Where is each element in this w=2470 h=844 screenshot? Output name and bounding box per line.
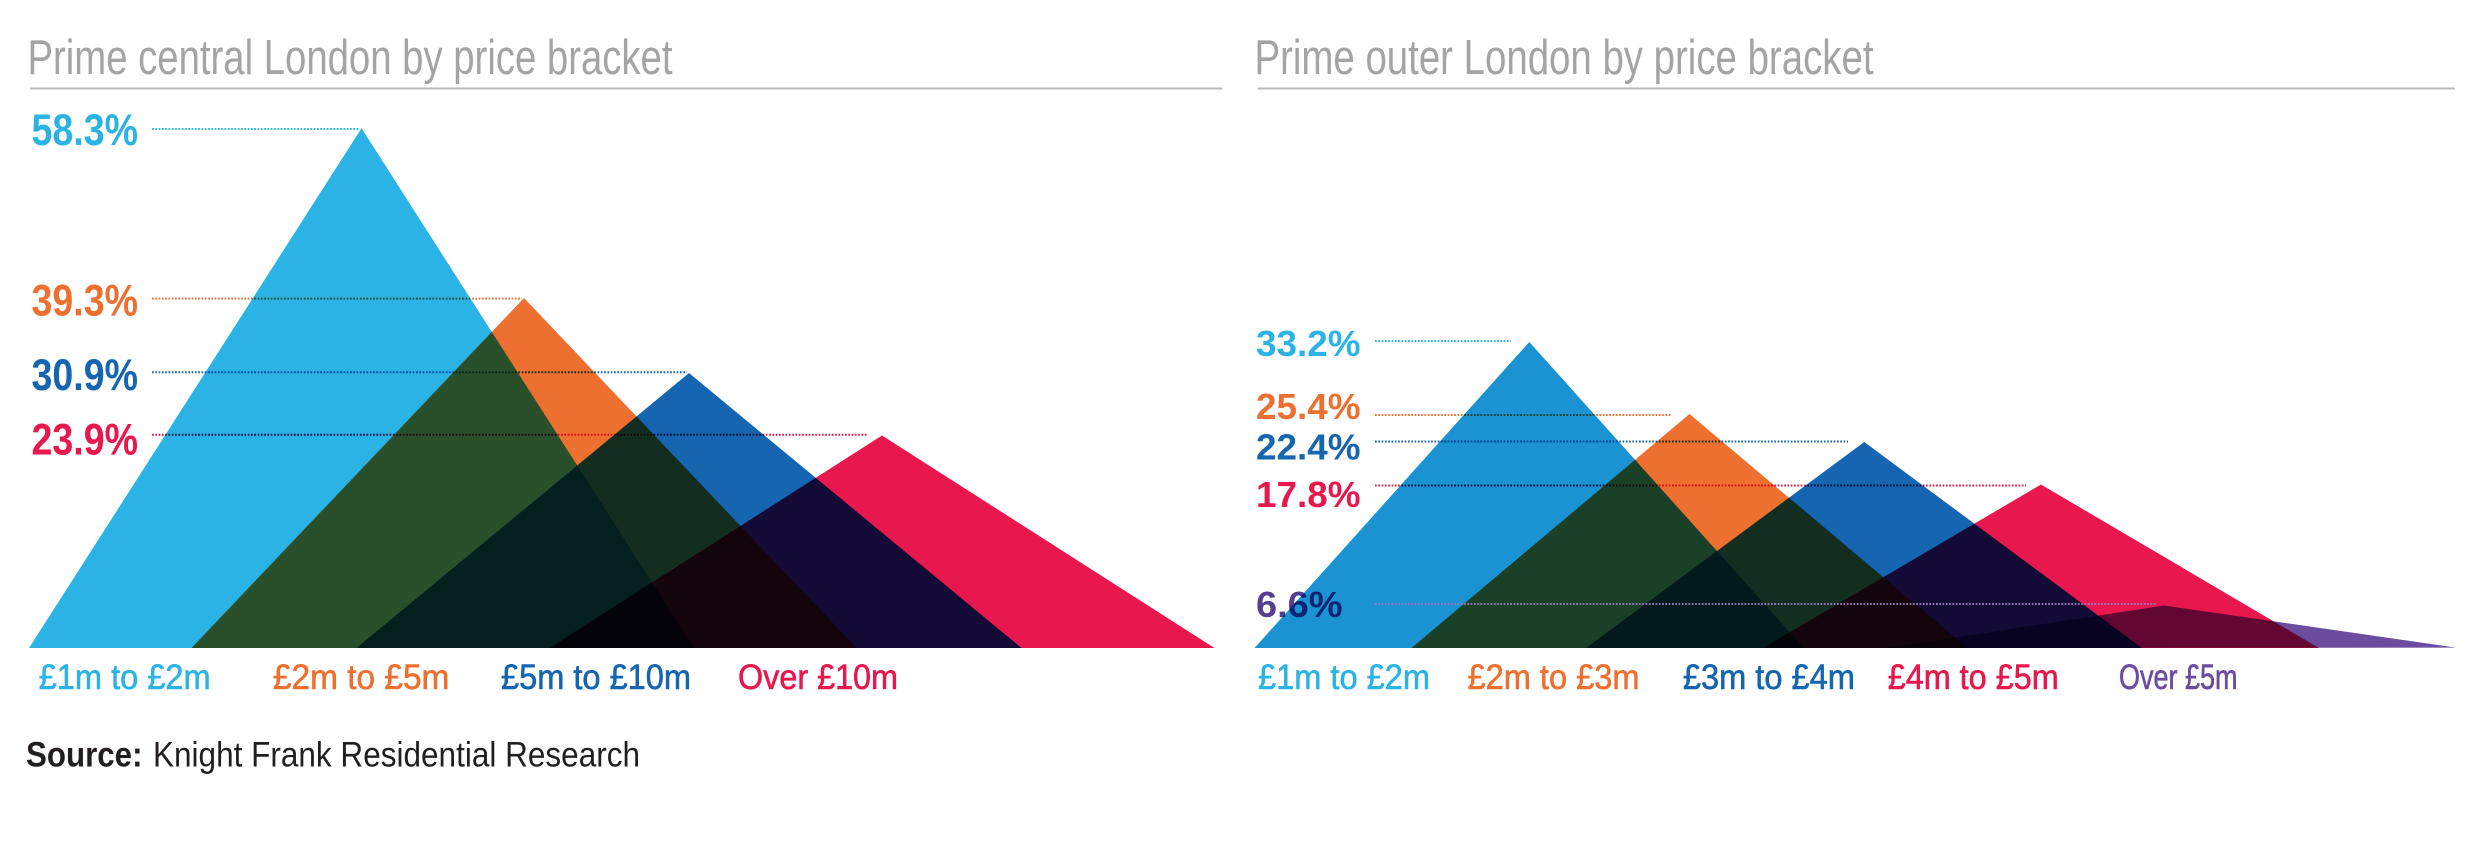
svg-text:22.4%: 22.4%: [1256, 427, 1361, 468]
svg-text:£2m to £3m: £2m to £3m: [1468, 658, 1640, 697]
svg-text:Source:: Source:: [26, 736, 143, 775]
svg-text:£5m to £10m: £5m to £10m: [501, 658, 691, 697]
svg-text:£4m to £5m: £4m to £5m: [1888, 658, 2059, 697]
svg-text:23.9%: 23.9%: [32, 416, 139, 465]
svg-text:6.6%: 6.6%: [1256, 584, 1343, 625]
svg-text:Over £5m: Over £5m: [2119, 658, 2238, 697]
svg-text:£2m to £5m: £2m to £5m: [273, 658, 450, 697]
svg-text:33.2%: 33.2%: [1256, 323, 1361, 364]
svg-text:Knight Frank Residential Resea: Knight Frank Residential Research: [153, 736, 640, 775]
svg-text:Over £10m: Over £10m: [738, 658, 898, 697]
svg-text:£1m to £2m: £1m to £2m: [1258, 658, 1430, 697]
svg-text:Prime outer London by price br: Prime outer London by price bracket: [1255, 31, 1874, 85]
svg-text:£3m to £4m: £3m to £4m: [1683, 658, 1855, 697]
svg-text:17.8%: 17.8%: [1256, 474, 1361, 515]
svg-text:58.3%: 58.3%: [32, 106, 139, 155]
svg-text:30.9%: 30.9%: [32, 351, 139, 400]
svg-text:25.4%: 25.4%: [1256, 386, 1361, 427]
svg-text:39.3%: 39.3%: [32, 277, 139, 326]
svg-text:Prime central London by price: Prime central London by price bracket: [28, 31, 673, 85]
svg-text:£1m to £2m: £1m to £2m: [39, 658, 211, 697]
